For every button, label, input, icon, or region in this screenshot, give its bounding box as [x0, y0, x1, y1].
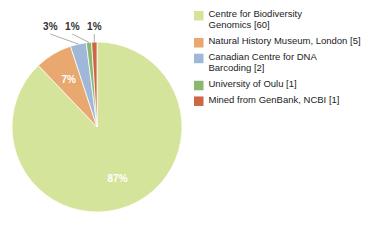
data-label: 7%: [61, 74, 76, 85]
legend-swatch: [194, 54, 204, 64]
legend: Centre for BiodiversityGenomics [60] Natu…: [194, 8, 361, 106]
legend-swatch: [194, 38, 204, 48]
leader-line: [50, 34, 78, 44]
data-labels: 87% 7% 1% 1% 3%: [43, 21, 128, 184]
legend-label: Centre for BiodiversityGenomics [60]: [209, 8, 303, 30]
chart: 87% 7% 1% 1% 3% Centre for BiodiversityGenomi…: [0, 0, 380, 240]
data-label: 87%: [108, 173, 128, 184]
legend-item: Centre for BiodiversityGenomics [60]: [194, 8, 302, 30]
legend-item: Mined from GenBank, NCBI [1]: [194, 94, 339, 106]
legend-item: Canadian Centre for DNABarcoding [2]: [194, 51, 317, 73]
legend-item: Natural History Museum, London [5]: [194, 35, 361, 47]
leader-line: [94, 34, 95, 42]
pie: [12, 42, 182, 212]
legend-swatch: [194, 96, 204, 106]
legend-label: Mined from GenBank, NCBI [1]: [209, 94, 340, 105]
leader-line: [72, 34, 89, 42]
pie-slice: [12, 42, 182, 212]
legend-swatch: [194, 11, 204, 21]
legend-label: Natural History Museum, London [5]: [209, 35, 361, 46]
pie-slice: [86, 42, 97, 127]
legend-swatch: [194, 81, 204, 91]
data-label: 1%: [87, 21, 102, 32]
legend-label: Canadian Centre for DNABarcoding [2]: [209, 51, 318, 73]
legend-label: University of Oulu [1]: [209, 78, 297, 89]
data-label: 1%: [65, 21, 80, 32]
pie-slice: [92, 42, 97, 127]
legend-item: University of Oulu [1]: [194, 78, 297, 90]
data-label: 3%: [43, 21, 58, 32]
